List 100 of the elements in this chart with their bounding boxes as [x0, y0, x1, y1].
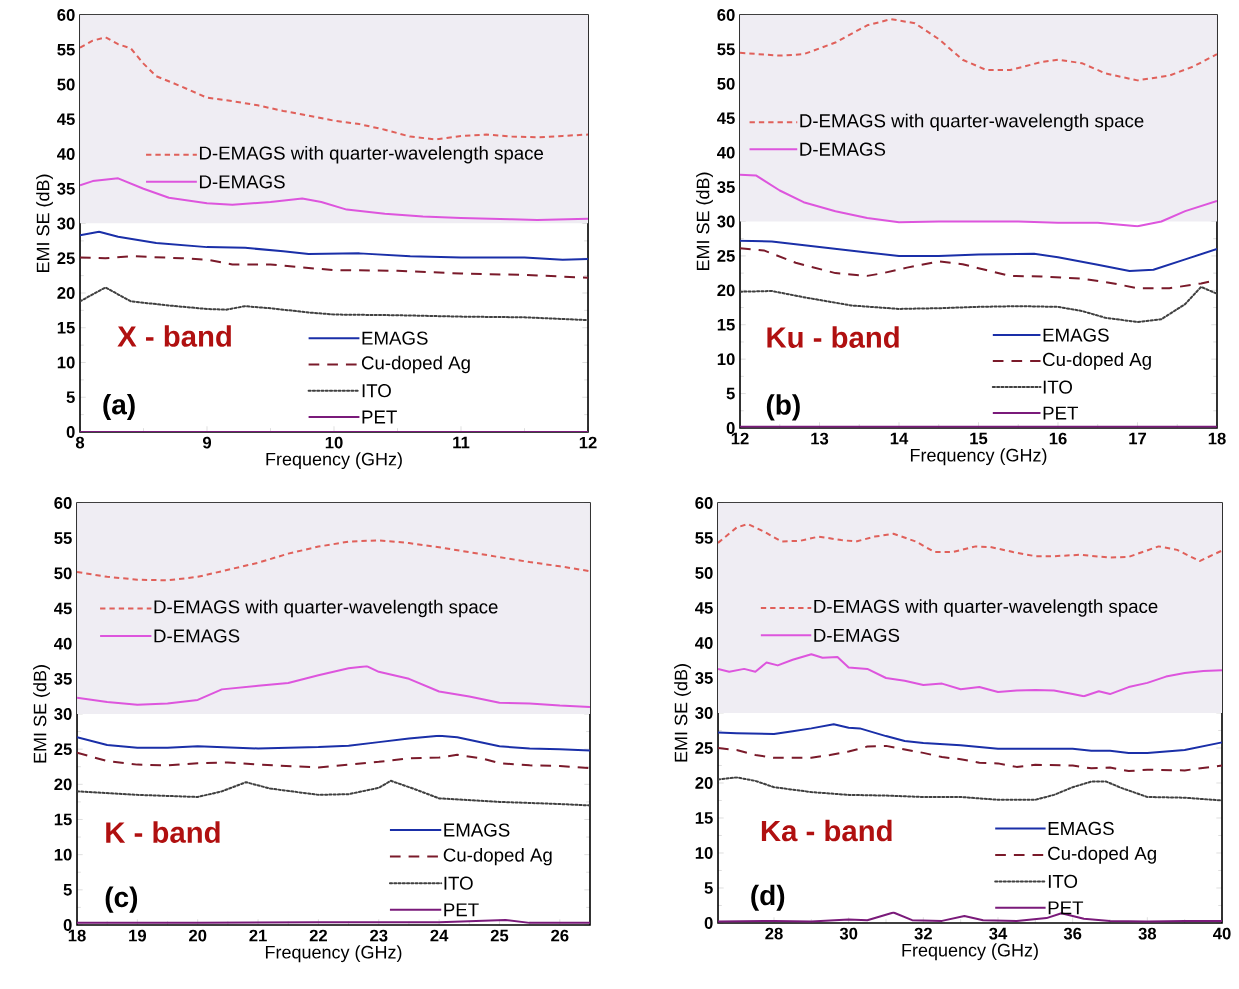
legend-label: Cu-doped Ag	[1043, 352, 1151, 370]
x-tick-label: 38	[1138, 927, 1157, 940]
line-series	[80, 36, 589, 141]
x-tick-label: 16	[1049, 432, 1067, 445]
x-tick-label: 11	[453, 436, 470, 449]
x-tick-label: 12	[579, 436, 597, 449]
x-tick-label: 9	[202, 436, 212, 449]
x-tick-label: 23	[370, 929, 388, 942]
y-tick-label: 35	[717, 181, 735, 193]
x-tick-label: 12	[731, 432, 749, 445]
y-axis-title: EMI SE (dB)	[33, 665, 50, 763]
y-tick-label: 60	[57, 9, 75, 21]
x-tick-label: 19	[129, 929, 147, 942]
y-tick-label: 25	[57, 252, 75, 265]
y-tick-label: 15	[54, 813, 72, 826]
line-series	[77, 734, 590, 752]
y-tick-label: 60	[54, 497, 72, 509]
y-tick-label: 10	[717, 353, 735, 366]
y-tick-label: 45	[54, 602, 72, 615]
y-tick-label: 5	[726, 387, 735, 400]
y-tick-label: 5	[66, 391, 75, 404]
line-series	[718, 522, 1223, 563]
x-tick-label: 14	[890, 432, 909, 445]
line-series	[77, 779, 590, 807]
legend-label: ITO	[1048, 874, 1078, 889]
legend-label: D-EMAGS	[199, 175, 285, 189]
legend-label: PET	[444, 903, 479, 917]
line-series	[718, 653, 1223, 698]
x-tick-label: 10	[325, 436, 343, 449]
y-tick-label: 25	[695, 742, 713, 754]
y-tick-label: 10	[57, 356, 75, 369]
annotation: K - band	[106, 821, 220, 843]
y-tick-label: 0	[63, 919, 72, 931]
line-series	[718, 776, 1223, 802]
legend-label: PET	[1043, 406, 1078, 420]
y-tick-label: 15	[695, 812, 713, 824]
x-tick-label: 36	[1063, 927, 1082, 940]
y-tick-label: 30	[57, 217, 75, 230]
x-tick-label: 17	[1129, 432, 1147, 445]
y-tick-label: 35	[695, 672, 713, 684]
legend-label: EMAGS	[362, 331, 428, 345]
y-tick-label: 10	[54, 848, 72, 861]
y-tick-label: 20	[54, 778, 72, 791]
y-tick-label: 50	[54, 567, 72, 580]
legend-label: PET	[1048, 901, 1084, 915]
legend-label: D-EMAGS	[154, 629, 240, 643]
legend-label: D-EMAGS	[814, 628, 900, 642]
x-tick-label: 13	[811, 432, 829, 445]
y-tick-label: 40	[695, 637, 713, 649]
annotation: Ka - band	[761, 819, 892, 842]
y-tick-label: 25	[717, 250, 735, 262]
y-tick-label: 20	[57, 287, 75, 299]
line-series	[740, 18, 1217, 82]
x-tick-label: 15	[970, 432, 988, 445]
legend-label: ITO	[362, 384, 391, 398]
x-tick-label: 22	[309, 929, 328, 942]
x-tick-label: 20	[189, 929, 207, 942]
y-tick-label: 45	[717, 112, 735, 125]
x-tick-label: 28	[765, 927, 783, 940]
y-tick-label: 60	[695, 497, 713, 509]
x-axis-title: Frequency (GHz)	[266, 452, 402, 470]
y-tick-label: 40	[57, 148, 75, 160]
y-tick-label: 15	[717, 318, 735, 331]
line-series	[80, 177, 589, 222]
y-tick-label: 20	[717, 284, 735, 297]
line-series	[77, 751, 590, 770]
x-tick-label: 21	[249, 929, 267, 942]
y-tick-label: 55	[57, 43, 75, 56]
x-axis-title: Frequency (GHz)	[902, 943, 1038, 961]
y-tick-label: 15	[57, 321, 75, 334]
legend-label: PET	[362, 410, 397, 424]
legend-label: EMAGS	[1048, 821, 1114, 836]
legend-label: EMAGS	[444, 823, 510, 837]
annotation: (c)	[105, 886, 138, 913]
x-axis-title: Frequency (GHz)	[910, 448, 1047, 466]
annotation: (d)	[751, 884, 785, 911]
y-tick-label: 30	[54, 708, 72, 720]
x-tick-label: 18	[1208, 432, 1226, 445]
y-tick-label: 50	[57, 78, 75, 91]
x-tick-label: 34	[989, 927, 1008, 940]
y-tick-label: 50	[695, 567, 713, 579]
annotation: (a)	[103, 393, 135, 421]
legend-label: D-EMAGS with quarter-wavelength space	[199, 145, 544, 164]
line-series	[80, 255, 589, 279]
x-tick-label: 32	[914, 927, 932, 940]
line-series	[80, 230, 589, 261]
line-series	[77, 665, 590, 708]
y-tick-label: 0	[726, 422, 735, 434]
y-tick-label: 35	[57, 182, 75, 195]
y-tick-label: 10	[695, 847, 713, 859]
x-tick-label: 30	[839, 927, 858, 940]
legend-label: Cu-doped Ag	[443, 847, 552, 866]
y-tick-label: 55	[54, 532, 72, 544]
y-tick-label: 45	[695, 602, 713, 614]
x-tick-label: 18	[68, 929, 86, 942]
y-axis-title: EMI SE (dB)	[674, 664, 691, 762]
y-tick-label: 0	[66, 426, 75, 438]
line-series	[718, 744, 1223, 773]
y-tick-label: 5	[63, 884, 72, 896]
line-series	[740, 285, 1217, 323]
